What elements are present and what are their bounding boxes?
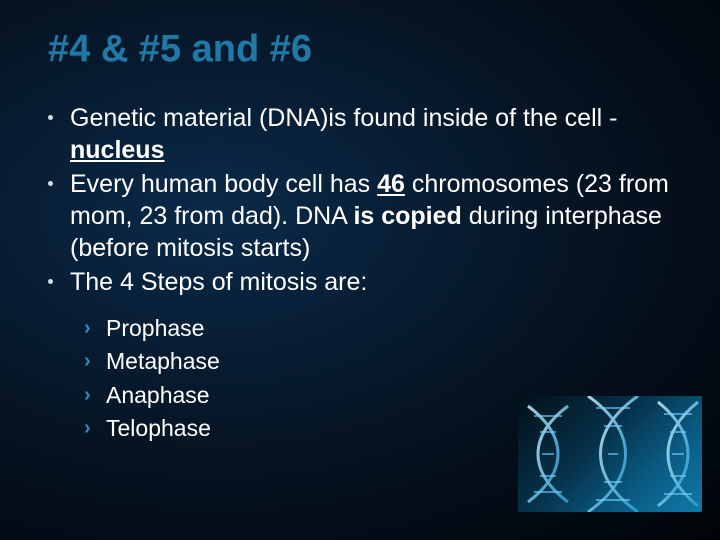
sub-bullet-label: Telophase (106, 415, 211, 441)
slide-title: #4 & #5 and #6 (48, 28, 312, 71)
sub-bullet-0: › Prophase (84, 312, 672, 345)
sub-bullet-label: Metaphase (106, 348, 220, 374)
sub-bullet-label: Prophase (106, 315, 204, 341)
text-segment: 46 (377, 170, 405, 198)
dna-helix-icon (518, 396, 702, 512)
sub-bullet-label: Anaphase (106, 382, 210, 408)
text-segment: nucleus (70, 136, 164, 164)
text-segment: is copied (353, 202, 461, 230)
dna-image (518, 396, 702, 512)
text-segment: The 4 Steps of mitosis are: (70, 268, 367, 296)
sub-bullet-1: › Metaphase (84, 345, 672, 378)
text-segment: Every human body cell has (70, 170, 377, 198)
text-segment: Genetic material (DNA)is found inside of… (70, 104, 617, 132)
main-bullet-2: The 4 Steps of mitosis are: (48, 266, 672, 298)
chevron-icon: › (84, 314, 91, 343)
chevron-icon: › (84, 381, 91, 410)
main-bullet-1: Every human body cell has 46 chromosomes… (48, 168, 672, 264)
chevron-icon: › (84, 414, 91, 443)
main-bullet-0: Genetic material (DNA)is found inside of… (48, 102, 672, 166)
content-area: Genetic material (DNA)is found inside of… (48, 102, 672, 445)
chevron-icon: › (84, 347, 91, 376)
main-bullet-list: Genetic material (DNA)is found inside of… (48, 102, 672, 298)
